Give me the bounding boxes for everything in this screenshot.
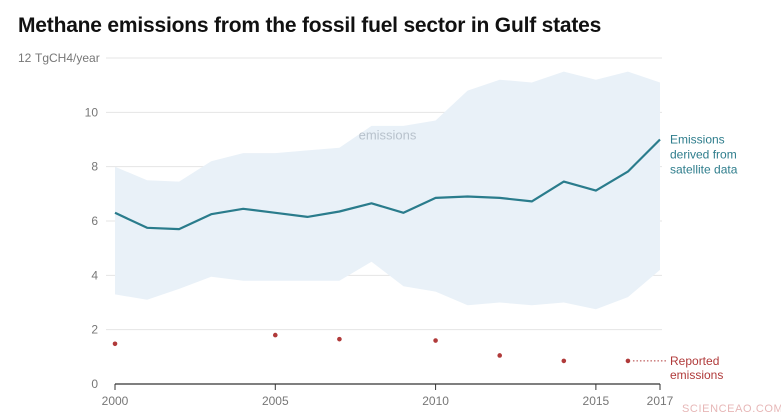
chart-title: Methane emissions from the fossil fuel s… — [18, 14, 602, 37]
series-line-layer — [114, 138, 661, 231]
reported-emissions-point — [433, 338, 438, 343]
x-tick-label: 2015 — [583, 394, 610, 408]
satellite-series-label: Emissions — [670, 133, 725, 147]
y-tick-label: 0 — [91, 377, 98, 391]
x-tick-label: 2010 — [422, 394, 449, 408]
band-label: emissions — [359, 128, 417, 143]
uncertainty-band-layer — [115, 71, 660, 310]
watermark-text: SCIENCEAO.COM — [682, 403, 781, 415]
satellite-series-label: satellite data — [670, 163, 738, 177]
y-tick-label: 2 — [91, 323, 98, 337]
reported-emissions-point — [561, 358, 567, 364]
axis-layer: 2000 2005 2010 2015 2017 — [102, 383, 674, 408]
reported-emissions-point — [272, 332, 278, 338]
x-tick-label: 2005 — [262, 394, 289, 408]
y-tick-label: 8 — [91, 160, 98, 174]
reported-emissions-point — [112, 341, 118, 347]
y-tick-label: 4 — [91, 268, 98, 282]
emissions-uncertainty-band — [115, 71, 660, 310]
x-tick-label: 2000 — [102, 394, 129, 408]
satellite-series-label: derived from — [670, 148, 737, 162]
y-tick-label: 6 — [91, 214, 98, 228]
reported-points-layer — [112, 332, 631, 364]
reported-emissions-point — [337, 336, 342, 342]
y-axis-unit-label: TgCH4/year — [35, 51, 100, 65]
reported-emissions-point — [625, 358, 631, 364]
satellite-emissions-line — [114, 138, 661, 231]
reported-emissions-point — [497, 353, 503, 358]
x-tick-label: 2017 — [647, 394, 674, 408]
reported-series-label: Reported — [670, 354, 719, 368]
y-tick-label: 10 — [85, 105, 99, 119]
y-tick-label: 12 — [18, 51, 32, 65]
reported-series-label: emissions — [670, 368, 723, 382]
